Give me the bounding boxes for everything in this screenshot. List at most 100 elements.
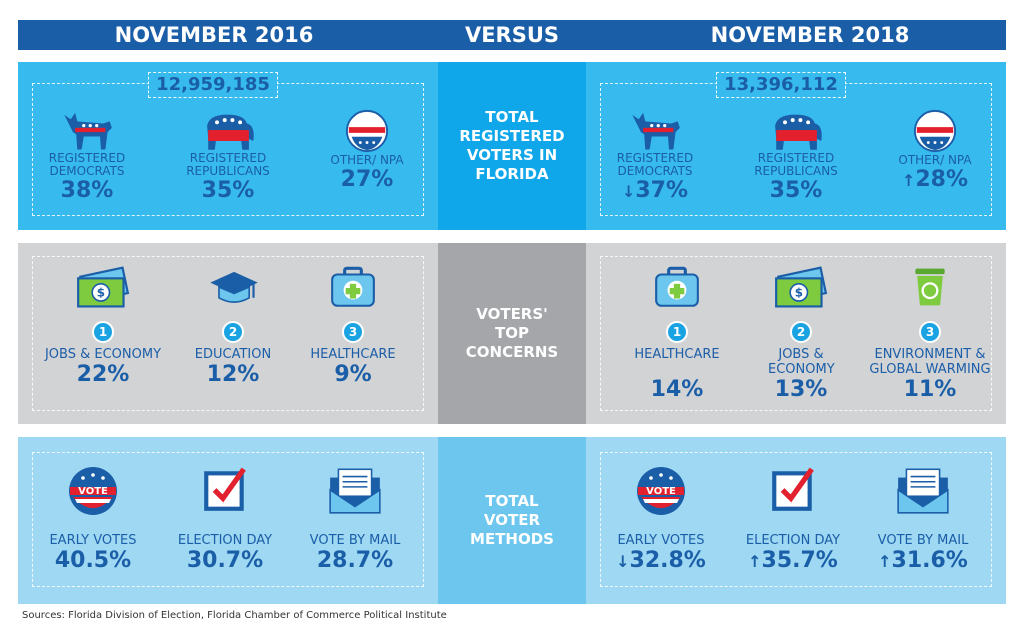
donkey-icon	[64, 112, 112, 150]
item-label: HEALTHCARE	[310, 347, 396, 362]
item-label: OTHER/ NPA	[898, 153, 972, 167]
item-label: HEALTHCARE	[634, 347, 720, 362]
recycle-bin-icon	[914, 267, 946, 307]
rank-badge: 2	[222, 321, 244, 343]
item-value-row: ↓32.8%	[596, 548, 726, 575]
rank-badge: 3	[342, 321, 364, 343]
center-label: TOTAL VOTER METHODS	[470, 492, 554, 548]
dashed-frame	[600, 452, 992, 587]
concern-2018-1: 1 HEALTHCARE 14%	[612, 263, 742, 403]
dashed-frame	[32, 452, 424, 587]
mail-envelope-icon	[329, 468, 381, 514]
early-votes-2018: VOTE EARLY VOTES ↓32.8%	[596, 465, 726, 575]
item-label: REGISTERED REPUBLICANS	[754, 151, 838, 178]
npa-badge-icon	[913, 109, 957, 153]
source-note: Sources: Florida Division of Election, F…	[22, 610, 447, 621]
concern-2016-1: 1 JOBS & ECONOMY 22%	[38, 263, 168, 388]
up-arrow-icon: ↑	[748, 552, 762, 571]
item-value-row: ↑31.6%	[858, 548, 988, 575]
item-value: 35%	[201, 178, 255, 203]
up-arrow-icon: ↑	[878, 552, 892, 571]
item-label: EDUCATION	[194, 347, 272, 362]
item-value: 31.6%	[891, 548, 968, 573]
item-label: OTHER/ NPA	[330, 153, 404, 167]
vote-badge-text: VOTE	[78, 486, 108, 497]
concern-2018-2: 2 JOBS & ECONOMY 13%	[736, 263, 866, 403]
top-concerns-band: 1 JOBS & ECONOMY 22% 2 EDUCATION 12% 3 H…	[18, 243, 1006, 424]
header-bar: NOVEMBER 2016 VERSUS NOVEMBER 2018	[18, 20, 1006, 50]
methods-2016-panel: VOTE EARLY VOTES 40.5% ELECTION DAY 30.7…	[18, 437, 438, 604]
elephant-icon	[207, 114, 254, 150]
item-label: VOTE BY MAIL	[309, 533, 401, 548]
donkey-icon	[632, 112, 680, 150]
methods-2018-panel: VOTE EARLY VOTES ↓32.8% ELECTION DAY ↑35…	[586, 437, 1006, 604]
item-value: 22%	[76, 362, 130, 387]
header-year-2018: NOVEMBER 2018	[710, 23, 910, 47]
concerns-2018-panel: 1 HEALTHCARE 14% 2 JOBS & ECONOMY 13% 3 …	[586, 243, 1006, 424]
item-label: ENVIRONMENT & GLOBAL WARMING	[869, 347, 991, 377]
down-arrow-icon: ↓	[616, 552, 630, 571]
item-label: REGISTERED DEMOCRATS	[48, 151, 126, 178]
item-value: 40.5%	[54, 548, 132, 573]
item-label: ELECTION DAY	[745, 533, 841, 548]
item-value-row: ↑28%	[870, 167, 1000, 194]
concerns-2016-panel: 1 JOBS & ECONOMY 22% 2 EDUCATION 12% 3 H…	[18, 243, 438, 424]
header-versus: VERSUS	[464, 23, 560, 47]
rank-badge: 1	[92, 321, 114, 343]
item-label: VOTE BY MAIL	[877, 533, 969, 548]
money-icon	[77, 266, 129, 308]
other-npa-2016: OTHER/ NPA 27%	[302, 108, 432, 193]
concern-2016-3: 3 HEALTHCARE 9%	[288, 263, 418, 388]
item-label: JOBS & ECONOMY	[44, 347, 162, 362]
republicans-2016: REGISTERED REPUBLICANS 35%	[163, 108, 293, 204]
item-value: 32.8%	[629, 548, 706, 573]
election-day-2016: ELECTION DAY 30.7%	[160, 465, 290, 574]
concern-2016-2: 2 EDUCATION 12%	[168, 263, 298, 388]
item-label: JOBS & ECONOMY	[768, 347, 835, 377]
checkbox-icon	[200, 465, 250, 515]
center-label: TOTAL REGISTERED VOTERS IN FLORIDA	[459, 108, 565, 183]
election-day-2018: ELECTION DAY ↑35.7%	[728, 465, 858, 575]
graduation-cap-icon	[209, 270, 259, 304]
item-value: 12%	[206, 362, 260, 387]
democrats-2016: REGISTERED DEMOCRATS 38%	[22, 108, 152, 204]
item-value: 28.7%	[316, 548, 394, 573]
medical-kit-icon	[654, 266, 700, 308]
item-value: 37%	[635, 178, 689, 203]
item-value-row: ↑35.7%	[728, 548, 858, 575]
item-label: EARLY VOTES	[617, 533, 705, 548]
item-value: 14%	[650, 377, 704, 402]
dashed-frame	[600, 256, 992, 411]
item-value: 38%	[60, 178, 114, 203]
concern-2018-3: 3 ENVIRONMENT & GLOBAL WARMING 11%	[858, 263, 1002, 403]
methods-center-label: TOTAL VOTER METHODS	[438, 437, 586, 604]
medical-kit-icon	[330, 266, 376, 308]
checkbox-icon	[768, 465, 818, 515]
item-value: 11%	[903, 377, 957, 402]
rank-badge: 1	[666, 321, 688, 343]
item-value: 35.7%	[761, 548, 838, 573]
total-registered-2016: 12,959,185	[148, 72, 278, 98]
vote-by-mail-2016: VOTE BY MAIL 28.7%	[290, 465, 420, 574]
voter-methods-band: VOTE EARLY VOTES 40.5% ELECTION DAY 30.7…	[18, 437, 1006, 604]
item-value: 9%	[334, 362, 372, 387]
npa-badge-icon	[345, 109, 389, 153]
concerns-center-label: VOTERS' TOP CONCERNS	[438, 243, 586, 424]
total-registered-2018: 13,396,112	[716, 72, 846, 98]
registered-2018-panel: 13,396,112 REGISTERED DEMOCRATS ↓37% REG…	[586, 62, 1006, 230]
header-year-2016: NOVEMBER 2016	[114, 23, 314, 47]
vote-badge-icon: VOTE	[69, 467, 117, 515]
item-label: EARLY VOTES	[49, 533, 137, 548]
item-value: 27%	[340, 167, 394, 192]
down-arrow-icon: ↓	[621, 182, 636, 201]
registered-voters-band: 12,959,185 REGISTERED DEMOCRATS 38% REGI…	[18, 62, 1006, 230]
republicans-2018: REGISTERED REPUBLICANS 35%	[731, 108, 861, 204]
item-label: REGISTERED REPUBLICANS	[186, 151, 270, 178]
registered-2016-panel: 12,959,185 REGISTERED DEMOCRATS 38% REGI…	[18, 62, 438, 230]
item-value: 13%	[774, 377, 828, 402]
center-label: VOTERS' TOP CONCERNS	[465, 305, 559, 361]
vote-by-mail-2018: VOTE BY MAIL ↑31.6%	[858, 465, 988, 575]
up-arrow-icon: ↑	[901, 171, 916, 190]
item-label: ELECTION DAY	[177, 533, 273, 548]
money-icon	[775, 266, 827, 308]
